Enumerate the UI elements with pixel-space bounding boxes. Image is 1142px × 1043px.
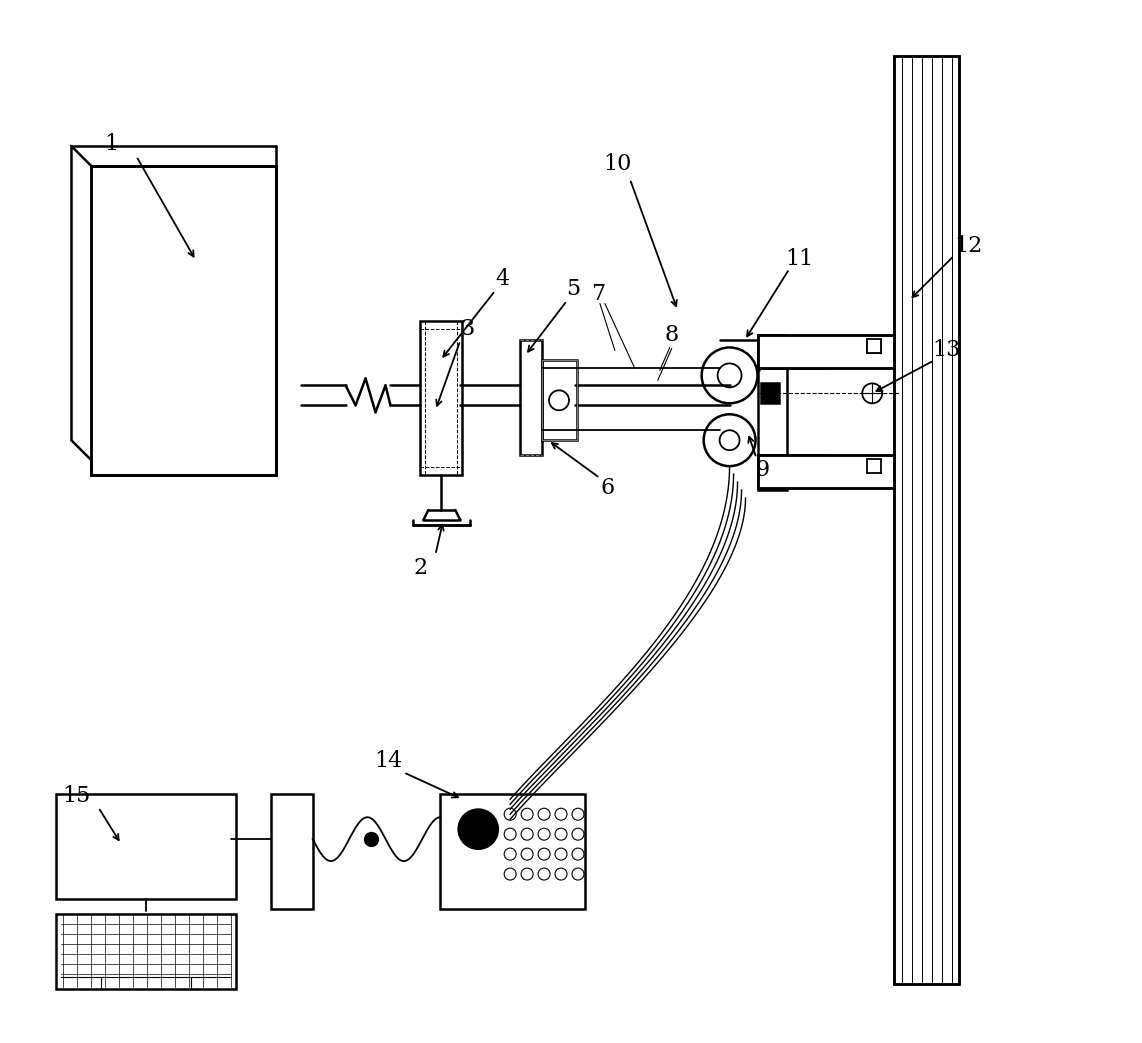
Bar: [757, 336, 894, 368]
Bar: [757, 455, 894, 488]
Circle shape: [458, 809, 498, 849]
Text: 14: 14: [375, 750, 403, 773]
Bar: [757, 336, 788, 490]
Bar: [867, 459, 882, 474]
Bar: [520, 340, 542, 455]
Bar: [271, 795, 313, 908]
Text: 12: 12: [955, 235, 983, 257]
Bar: [91, 166, 275, 476]
Bar: [420, 320, 463, 476]
Text: 4: 4: [496, 268, 509, 290]
Text: 7: 7: [590, 283, 605, 305]
Text: 2: 2: [413, 557, 427, 579]
Text: 1: 1: [104, 134, 119, 155]
Bar: [56, 914, 236, 989]
Text: 9: 9: [755, 459, 770, 481]
Text: 11: 11: [786, 247, 813, 270]
Bar: [441, 795, 585, 908]
Bar: [542, 361, 577, 440]
Text: 13: 13: [933, 339, 962, 362]
Text: 15: 15: [62, 785, 90, 807]
Bar: [894, 56, 959, 984]
Text: 3: 3: [460, 317, 474, 340]
Bar: [56, 795, 236, 899]
Bar: [894, 56, 959, 984]
Bar: [762, 384, 780, 404]
Text: 10: 10: [604, 153, 632, 175]
Bar: [542, 361, 577, 440]
Bar: [867, 339, 882, 354]
Text: 8: 8: [665, 324, 678, 346]
Text: 6: 6: [601, 477, 614, 500]
Bar: [91, 166, 275, 476]
Text: 5: 5: [566, 277, 580, 299]
